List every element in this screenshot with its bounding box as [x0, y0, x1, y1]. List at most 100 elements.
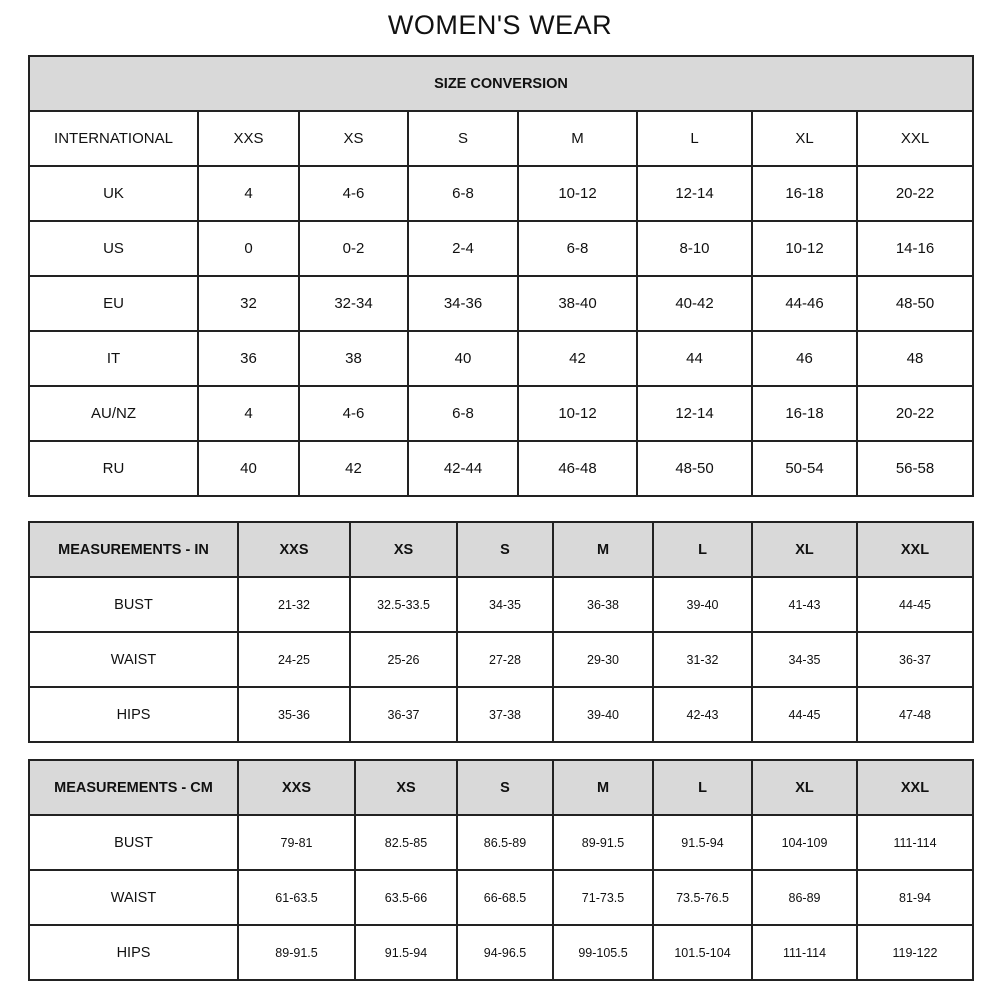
- column-header: XXL: [856, 521, 974, 578]
- table-cell: 34-36: [407, 275, 519, 332]
- table-caption: SIZE CONVERSION: [28, 55, 974, 112]
- table-cell: 6-8: [517, 220, 638, 277]
- column-header: XL: [751, 759, 858, 816]
- table-header-row: INTERNATIONAL XXS XS S M L XL XXL: [28, 110, 974, 167]
- table-cell: 12-14: [636, 385, 753, 442]
- table-cell: 91.5-94: [652, 814, 753, 871]
- row-label: HIPS: [28, 924, 239, 981]
- table-cell: 61-63.5: [237, 869, 356, 926]
- table-cell: 104-109: [751, 814, 858, 871]
- measurements-in-table: MEASUREMENTS - IN XXS XS S M L XL XXL BUST 21-32 3…: [28, 521, 974, 743]
- row-label: HIPS: [28, 686, 239, 743]
- table-cell: 35-36: [237, 686, 351, 743]
- column-header: L: [652, 759, 753, 816]
- table-row: BUST 79-81 82.5-85 86.5-89 89-91.5 91.5-94 104…: [28, 814, 974, 871]
- table-cell: 24-25: [237, 631, 351, 688]
- table-cell: 44: [636, 330, 753, 387]
- table-cell: 10-12: [517, 385, 638, 442]
- column-header: XL: [751, 110, 858, 167]
- row-label: RU: [28, 440, 199, 497]
- table-row: EU 32 32-34 34-36 38-40 40-42 44-46 48-50: [28, 275, 974, 332]
- table-cell: 86-89: [751, 869, 858, 926]
- table-cell: 6-8: [407, 165, 519, 222]
- table-cell: 89-91.5: [552, 814, 654, 871]
- row-label: US: [28, 220, 199, 277]
- table-cell: 32: [197, 275, 300, 332]
- table-cell: 36-37: [349, 686, 458, 743]
- table-cell: 41-43: [751, 576, 858, 633]
- table-cell: 32.5-33.5: [349, 576, 458, 633]
- column-header: XS: [354, 759, 458, 816]
- table-cell: 37-38: [456, 686, 554, 743]
- table-cell: 39-40: [652, 576, 753, 633]
- table-header-row: MEASUREMENTS - CM XXS XS S M L XL XXL: [28, 759, 974, 816]
- table-cell: 34-35: [456, 576, 554, 633]
- table-cell: 44-46: [751, 275, 858, 332]
- table-cell: 16-18: [751, 165, 858, 222]
- table-row: US 0 0-2 2-4 6-8 8-10 10-12 14-16: [28, 220, 974, 277]
- table-cell: 36-37: [856, 631, 974, 688]
- table-cell: 56-58: [856, 440, 974, 497]
- table-cell: 10-12: [517, 165, 638, 222]
- column-header: M: [552, 521, 654, 578]
- column-header: MEASUREMENTS - IN: [28, 521, 239, 578]
- table-cell: 6-8: [407, 385, 519, 442]
- table-cell: 119-122: [856, 924, 974, 981]
- table-cell: 12-14: [636, 165, 753, 222]
- table-cell: 0: [197, 220, 300, 277]
- table-cell: 40: [197, 440, 300, 497]
- table-cell: 8-10: [636, 220, 753, 277]
- row-label: UK: [28, 165, 199, 222]
- column-header: XS: [298, 110, 409, 167]
- table-cell: 10-12: [751, 220, 858, 277]
- column-header: XXL: [856, 759, 974, 816]
- table-cell: 101.5-104: [652, 924, 753, 981]
- table-cell: 44-45: [751, 686, 858, 743]
- measurements-cm-table: MEASUREMENTS - CM XXS XS S M L XL XXL BUST 79-81 8…: [28, 759, 974, 981]
- table-cell: 48-50: [856, 275, 974, 332]
- column-header: XXS: [237, 759, 356, 816]
- table-row: AU/NZ 4 4-6 6-8 10-12 12-14 16-18 20-22: [28, 385, 974, 442]
- table-cell: 46-48: [517, 440, 638, 497]
- table-cell: 4: [197, 165, 300, 222]
- size-conversion-table: SIZE CONVERSION INTERNATIONAL XXS XS S M L XL XX…: [28, 55, 974, 497]
- row-label: BUST: [28, 814, 239, 871]
- table-cell: 20-22: [856, 165, 974, 222]
- table-cell: 36-38: [552, 576, 654, 633]
- table-cell: 44-45: [856, 576, 974, 633]
- table-cell: 99-105.5: [552, 924, 654, 981]
- column-header: S: [456, 521, 554, 578]
- column-header: M: [517, 110, 638, 167]
- table-cell: 40: [407, 330, 519, 387]
- page-title: WOMEN'S WEAR: [387, 10, 613, 40]
- table-row: IT 36 38 40 42 44 46 48: [28, 330, 974, 387]
- table-cell: 66-68.5: [456, 869, 554, 926]
- column-header: L: [652, 521, 753, 578]
- table-cell: 36: [197, 330, 300, 387]
- table-cell: 73.5-76.5: [652, 869, 753, 926]
- table-cell: 81-94: [856, 869, 974, 926]
- table-cell: 86.5-89: [456, 814, 554, 871]
- column-header: XXL: [856, 110, 974, 167]
- column-header: INTERNATIONAL: [28, 110, 199, 167]
- column-header: M: [552, 759, 654, 816]
- table-row: BUST 21-32 32.5-33.5 34-35 36-38 39-40 41-43 44…: [28, 576, 974, 633]
- table-cell: 91.5-94: [354, 924, 458, 981]
- table-cell: 82.5-85: [354, 814, 458, 871]
- table-cell: 46: [751, 330, 858, 387]
- table-cell: 0-2: [298, 220, 409, 277]
- column-header: XL: [751, 521, 858, 578]
- row-label: WAIST: [28, 631, 239, 688]
- table-cell: 79-81: [237, 814, 356, 871]
- column-header: XXS: [197, 110, 300, 167]
- table-cell: 4-6: [298, 165, 409, 222]
- table-cell: 63.5-66: [354, 869, 458, 926]
- table-cell: 40-42: [636, 275, 753, 332]
- table-cell: 42-43: [652, 686, 753, 743]
- table-cell: 27-28: [456, 631, 554, 688]
- table-cell: 42-44: [407, 440, 519, 497]
- table-row: RU 40 42 42-44 46-48 48-50 50-54 56-58: [28, 440, 974, 497]
- table-header-row: MEASUREMENTS - IN XXS XS S M L XL XXL: [28, 521, 974, 578]
- table-cell: 16-18: [751, 385, 858, 442]
- table-cell: 48: [856, 330, 974, 387]
